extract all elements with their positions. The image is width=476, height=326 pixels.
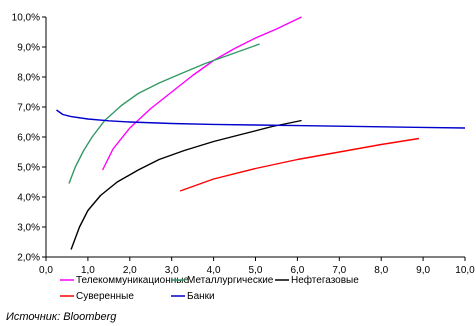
y-tick-label: 10,0% bbox=[12, 13, 40, 24]
x-tick-label: 1,0 bbox=[81, 265, 95, 276]
series-line-1 bbox=[101, 16, 302, 171]
x-tick-label: 7,0 bbox=[332, 265, 346, 276]
x-tick-label: 6,0 bbox=[290, 265, 304, 276]
x-tick-label: 10,0 bbox=[455, 265, 475, 276]
source-note: Источник: Bloomberg bbox=[6, 311, 117, 323]
chart-axes: 2,0% 3,0% 4,0% 5,0% 6,0% 7,0% 8,0% 9,0% 10,0% 0,0… bbox=[12, 13, 476, 277]
x-tick-label: 3,0 bbox=[165, 265, 179, 276]
legend-label: Нефтегазовые bbox=[291, 274, 359, 286]
series-line-2 bbox=[68, 43, 260, 184]
y-tick-label: 7,0% bbox=[17, 103, 40, 114]
x-tick-label: 4,0 bbox=[207, 265, 221, 276]
y-tick-label: 8,0% bbox=[17, 73, 40, 84]
legend-label: Банки bbox=[187, 291, 215, 302]
x-tick-label: 8,0 bbox=[374, 265, 388, 276]
chart-series bbox=[56, 16, 466, 250]
y-tick-label: 5,0% bbox=[17, 163, 40, 174]
y-tick-label: 2,0% bbox=[17, 253, 40, 264]
x-tick-label: 2,0 bbox=[123, 265, 137, 276]
y-tick-label: 9,0% bbox=[17, 43, 40, 54]
y-tick-label: 3,0% bbox=[17, 223, 40, 234]
x-tick-label: 0,0 bbox=[39, 265, 53, 276]
y-tick-label: 6,0% bbox=[17, 133, 40, 144]
series-line-4 bbox=[179, 137, 420, 192]
series-line-5 bbox=[56, 109, 466, 129]
x-tick-label: 9,0 bbox=[416, 265, 430, 276]
legend-label: Металлургические bbox=[187, 275, 274, 286]
series-line-3 bbox=[70, 119, 302, 250]
y-tick-label: 4,0% bbox=[17, 193, 40, 204]
legend-label: Суверенные bbox=[76, 291, 134, 302]
legend-label: Телекоммуникационные bbox=[76, 275, 189, 286]
x-tick-label: 5,0 bbox=[249, 265, 263, 276]
